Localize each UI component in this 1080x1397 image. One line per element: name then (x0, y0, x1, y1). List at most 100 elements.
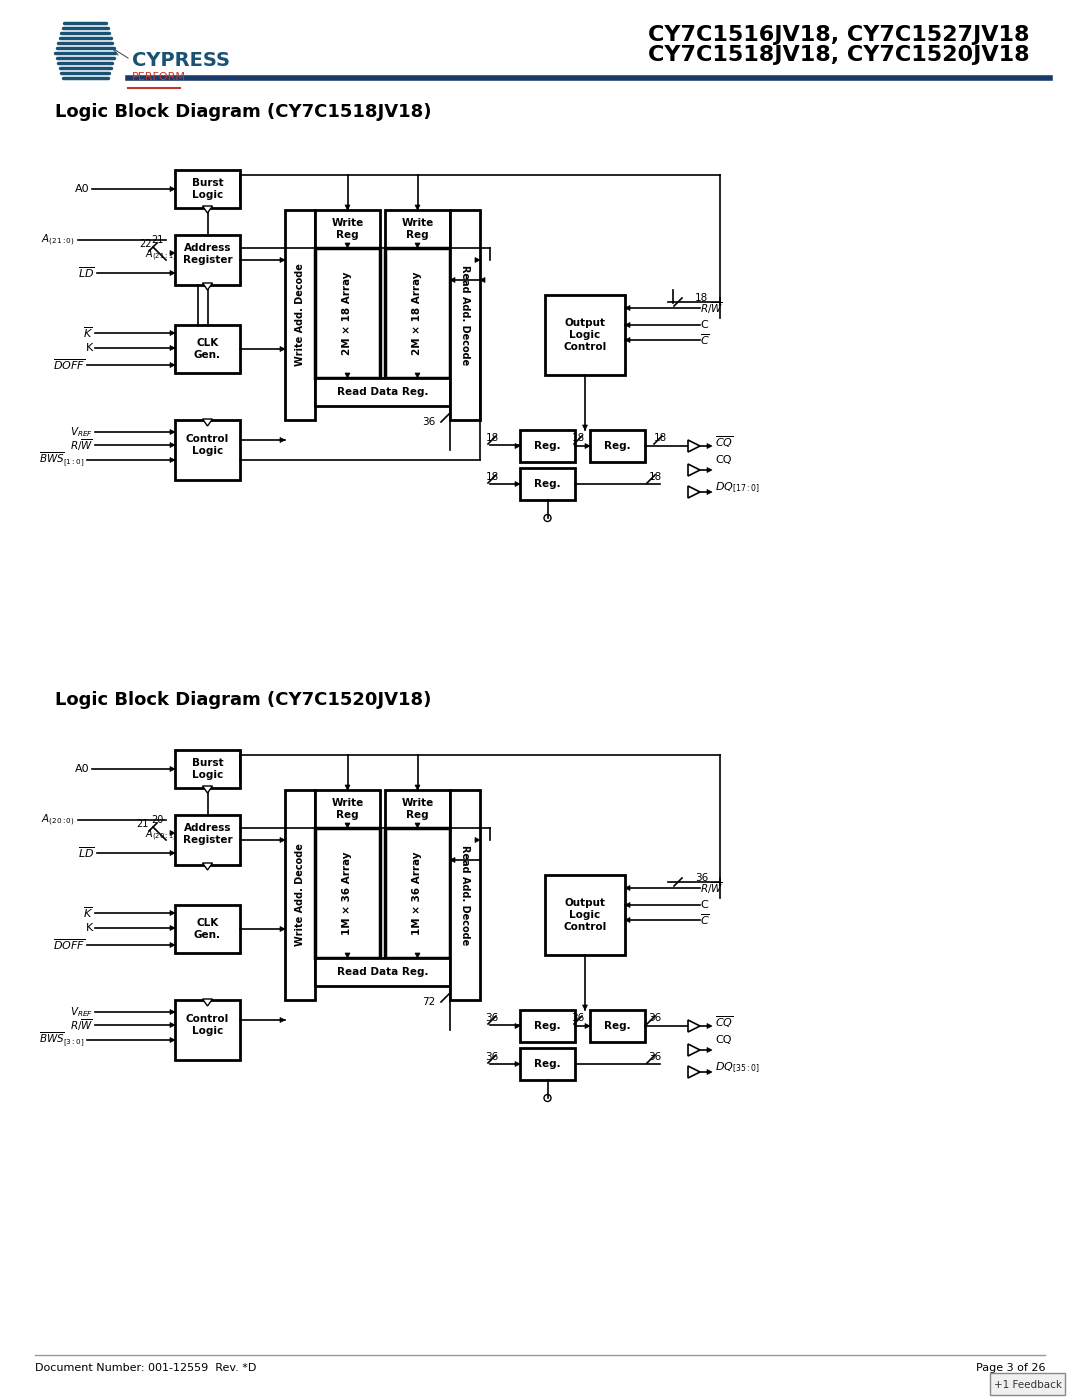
Polygon shape (170, 345, 175, 351)
Text: $\overline{DOFF}$: $\overline{DOFF}$ (53, 937, 85, 953)
Text: K: K (85, 923, 93, 933)
Text: 36: 36 (696, 873, 708, 883)
Text: $R/\overline{W}$: $R/\overline{W}$ (70, 1017, 93, 1032)
Bar (315, 249, 380, 379)
Polygon shape (688, 464, 700, 476)
Polygon shape (475, 837, 480, 842)
Text: 18: 18 (485, 433, 499, 443)
Polygon shape (515, 482, 519, 486)
Polygon shape (203, 863, 213, 870)
Bar (175, 235, 240, 285)
Bar (315, 789, 380, 828)
Polygon shape (625, 323, 630, 327)
Bar (175, 326, 240, 373)
Text: A0: A0 (76, 764, 90, 774)
Bar (519, 468, 575, 500)
Polygon shape (475, 257, 480, 263)
Polygon shape (170, 1010, 175, 1014)
Polygon shape (707, 468, 712, 472)
Polygon shape (345, 785, 350, 789)
Text: $R/\overline{W}$: $R/\overline{W}$ (700, 880, 724, 895)
Text: Burst
Logic: Burst Logic (191, 759, 224, 780)
Text: Page 3 of 26: Page 3 of 26 (975, 1363, 1045, 1373)
Bar (175, 170, 240, 208)
Text: Read Data Reg.: Read Data Reg. (337, 387, 429, 397)
Text: Reg.: Reg. (604, 1021, 631, 1031)
Polygon shape (625, 306, 630, 310)
Text: 18: 18 (648, 472, 662, 482)
Polygon shape (515, 1024, 519, 1028)
Polygon shape (170, 925, 175, 930)
Polygon shape (280, 926, 285, 932)
Text: $\overline{CQ}$: $\overline{CQ}$ (715, 1014, 733, 1030)
Text: Write
Reg: Write Reg (332, 218, 364, 240)
Polygon shape (707, 1024, 712, 1028)
Polygon shape (415, 243, 420, 249)
Polygon shape (280, 437, 285, 443)
Text: Control
Logic: Control Logic (186, 1014, 229, 1035)
Text: Write
Reg: Write Reg (402, 798, 434, 820)
Polygon shape (582, 425, 588, 430)
Text: Write
Reg: Write Reg (402, 218, 434, 240)
Text: $R/\overline{W}$: $R/\overline{W}$ (70, 437, 93, 453)
Polygon shape (280, 1017, 285, 1023)
Text: 18: 18 (696, 293, 708, 303)
Text: 21: 21 (151, 235, 163, 244)
Polygon shape (170, 331, 175, 335)
Polygon shape (625, 338, 630, 342)
Text: 1M × 36 Array: 1M × 36 Array (342, 851, 352, 935)
Text: 1M × 36 Array: 1M × 36 Array (413, 851, 422, 935)
Text: $\overline{C}$: $\overline{C}$ (700, 912, 710, 928)
Text: Document Number: 001-12559  Rev. *D: Document Number: 001-12559 Rev. *D (35, 1363, 256, 1373)
Text: 36: 36 (648, 1013, 662, 1023)
Polygon shape (415, 373, 420, 379)
Text: 18: 18 (571, 433, 584, 443)
Polygon shape (170, 830, 175, 835)
Text: Write Add. Decode: Write Add. Decode (295, 844, 305, 946)
Polygon shape (203, 284, 213, 291)
Bar (175, 750, 240, 788)
Text: CQ: CQ (715, 1035, 731, 1045)
Text: $DQ_{[17:0]}$: $DQ_{[17:0]}$ (715, 481, 760, 495)
Text: $\overline{DOFF}$: $\overline{DOFF}$ (53, 358, 85, 373)
Text: $DQ_{[35:0]}$: $DQ_{[35:0]}$ (715, 1060, 760, 1076)
Text: $V_{REF}$: $V_{REF}$ (70, 1004, 93, 1018)
Polygon shape (415, 205, 420, 210)
Bar (315, 828, 380, 958)
Polygon shape (170, 362, 175, 367)
Bar (384, 789, 450, 828)
Text: $\overline{LD}$: $\overline{LD}$ (78, 845, 95, 861)
Polygon shape (625, 886, 630, 890)
Bar (519, 1048, 575, 1080)
Polygon shape (625, 918, 630, 922)
Bar (315, 379, 450, 407)
Bar (384, 210, 450, 249)
Text: Write
Reg: Write Reg (332, 798, 364, 820)
Bar (315, 958, 450, 986)
Polygon shape (688, 1066, 700, 1078)
Polygon shape (515, 1062, 519, 1066)
Polygon shape (688, 1044, 700, 1056)
Polygon shape (688, 486, 700, 497)
Bar (450, 789, 480, 1000)
Text: Reg.: Reg. (535, 441, 561, 451)
Bar (175, 905, 240, 953)
Polygon shape (345, 823, 350, 828)
Polygon shape (585, 443, 590, 448)
Polygon shape (170, 250, 175, 256)
Text: $A_{(21:1)}$: $A_{(21:1)}$ (145, 247, 177, 263)
Text: Reg.: Reg. (535, 479, 561, 489)
Text: Output
Logic
Control: Output Logic Control (564, 319, 607, 352)
Polygon shape (170, 911, 175, 915)
Polygon shape (480, 278, 485, 282)
Polygon shape (450, 278, 455, 282)
Polygon shape (415, 953, 420, 958)
Bar (315, 210, 380, 249)
Polygon shape (707, 1048, 712, 1052)
Polygon shape (707, 1070, 712, 1074)
Polygon shape (582, 1004, 588, 1010)
Bar (175, 814, 240, 865)
Text: $\overline{LD}$: $\overline{LD}$ (78, 265, 95, 281)
Text: 22: 22 (138, 239, 151, 249)
Text: 72: 72 (422, 997, 435, 1007)
